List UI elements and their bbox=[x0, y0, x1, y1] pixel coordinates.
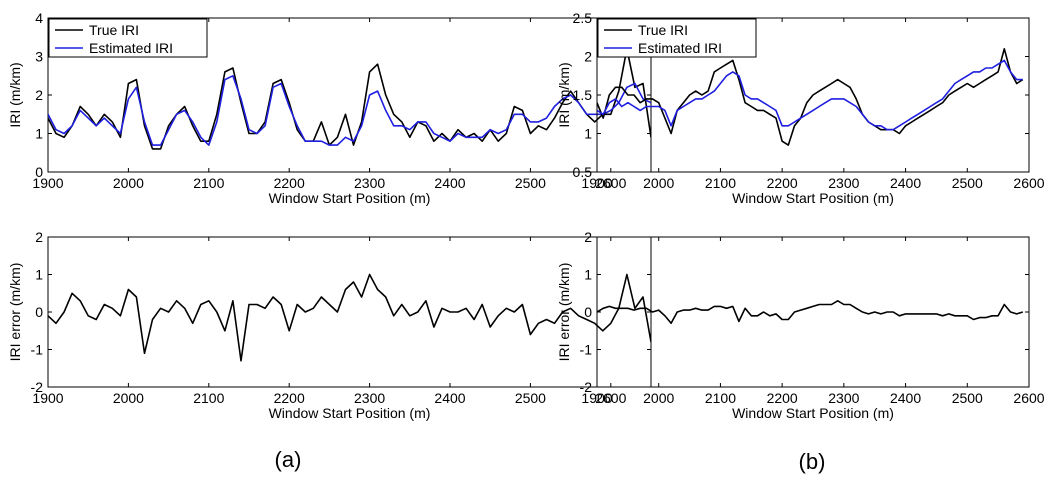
chart-b_bottom: 1900 2000 2100 2200 2300 2400 2500 2600-2-1012W… bbox=[556, 229, 1045, 421]
x-tick-label: 2300 bbox=[828, 175, 859, 191]
y-tick-label: 1 bbox=[584, 267, 592, 283]
x-tick-label: 2100 bbox=[193, 175, 224, 191]
plots-layer: 1900 2000 2100 2200 2300 2400 2500 260001234Win… bbox=[7, 10, 1045, 421]
y-tick-label: 2 bbox=[35, 87, 43, 103]
y-tick-label: 1 bbox=[35, 126, 43, 142]
x-tick-label: 2000 bbox=[113, 175, 144, 191]
x-tick-label: 2600 bbox=[595, 175, 626, 191]
x-tick-label: 2200 bbox=[274, 390, 305, 406]
legend-box bbox=[48, 18, 208, 58]
x-tick-label: 2100 bbox=[705, 390, 736, 406]
series-line-true-iri bbox=[48, 47, 651, 150]
chart-a_bottom: 1900 2000 2100 2200 2300 2400 2500 2600-2-1012W… bbox=[7, 229, 652, 421]
x-tick-label: 2400 bbox=[434, 390, 465, 406]
x-tick-label: 2400 bbox=[890, 175, 921, 191]
x-tick-label: 2600 bbox=[1013, 175, 1044, 191]
x-tick-label: 2000 bbox=[643, 175, 674, 191]
legend-entry: True IRI bbox=[638, 22, 688, 38]
y-axis-label: IRI error (m/km) bbox=[7, 263, 23, 362]
panel-label-b: (b) bbox=[799, 449, 826, 474]
y-tick-label: 0 bbox=[35, 164, 43, 180]
series-line-error bbox=[597, 299, 1024, 325]
legend-box bbox=[597, 18, 757, 58]
x-tick-label: 2200 bbox=[767, 175, 798, 191]
y-tick-label: -2 bbox=[31, 379, 44, 395]
x-axis-label: Window Start Position (m) bbox=[732, 405, 894, 421]
legend-entry: True IRI bbox=[89, 22, 139, 38]
y-tick-label: -1 bbox=[31, 342, 44, 358]
x-tick-label: 1900 bbox=[581, 390, 612, 406]
series-line-true-iri bbox=[597, 47, 1024, 146]
y-tick-label: 1.5 bbox=[573, 87, 593, 103]
x-axis-label: Window Start Position (m) bbox=[269, 190, 431, 206]
x-tick-label: 2600 bbox=[595, 390, 626, 406]
chart-a_top: 1900 2000 2100 2200 2300 2400 2500 2600 0 1 2 3 4 Win… bbox=[7, 10, 652, 206]
series-line-error bbox=[48, 273, 651, 362]
legend-entry: Estimated IRI bbox=[638, 40, 722, 56]
x-tick-label: 2500 bbox=[952, 175, 983, 191]
y-axis-label: IRI (m/km) bbox=[556, 62, 572, 127]
x-tick-label: 2300 bbox=[828, 390, 859, 406]
y-tick-label: 0 bbox=[584, 304, 592, 320]
y-tick-label: 2.5 bbox=[573, 10, 593, 26]
panel-label-a: (a) bbox=[275, 447, 302, 472]
y-axis-label: IRI error (m/km) bbox=[556, 263, 572, 362]
x-tick-label: 2500 bbox=[515, 175, 546, 191]
y-tick-label: 2 bbox=[35, 229, 43, 245]
x-tick-label: 2500 bbox=[515, 390, 546, 406]
y-tick-label: 2 bbox=[584, 49, 592, 65]
y-tick-label: 3 bbox=[35, 49, 43, 65]
x-tick-label: 1900 bbox=[581, 175, 612, 191]
x-tick-label: 1900 bbox=[32, 175, 63, 191]
y-tick-label: 0 bbox=[35, 304, 43, 320]
y-axis-label: IRI (m/km) bbox=[7, 62, 23, 127]
y-tick-label: 1 bbox=[584, 126, 592, 142]
y-tick-label: 2 bbox=[584, 229, 592, 245]
x-axis-label: Window Start Position (m) bbox=[732, 190, 894, 206]
x-tick-label: 2100 bbox=[705, 175, 736, 191]
series-line-estimated-iri bbox=[48, 75, 651, 146]
series-line-estimated-iri bbox=[597, 59, 1023, 131]
x-tick-label: 2300 bbox=[354, 390, 385, 406]
y-tick-label: 1 bbox=[35, 267, 43, 283]
x-tick-label: 2100 bbox=[193, 390, 224, 406]
legend-entry: Estimated IRI bbox=[89, 40, 173, 56]
x-tick-label: 2000 bbox=[643, 390, 674, 406]
x-tick-label: 2000 bbox=[113, 390, 144, 406]
y-tick-label: -1 bbox=[580, 342, 593, 358]
x-tick-label: 2400 bbox=[890, 390, 921, 406]
x-tick-label: 2300 bbox=[354, 175, 385, 191]
x-tick-label: 2500 bbox=[952, 390, 983, 406]
x-axis-label: Window Start Position (m) bbox=[269, 405, 431, 421]
x-tick-label: 2200 bbox=[274, 175, 305, 191]
y-tick-label: 4 bbox=[35, 10, 43, 26]
y-tick-label: -2 bbox=[580, 379, 593, 395]
chart-b_top: 1900 2000 2100 2200 2300 2400 2500 26000.511.52… bbox=[556, 10, 1045, 206]
x-tick-label: 2400 bbox=[434, 175, 465, 191]
x-tick-label: 2200 bbox=[767, 390, 798, 406]
x-tick-label: 1900 bbox=[32, 390, 63, 406]
x-tick-label: 2600 bbox=[1013, 390, 1044, 406]
y-tick-label: 0.5 bbox=[573, 164, 593, 180]
